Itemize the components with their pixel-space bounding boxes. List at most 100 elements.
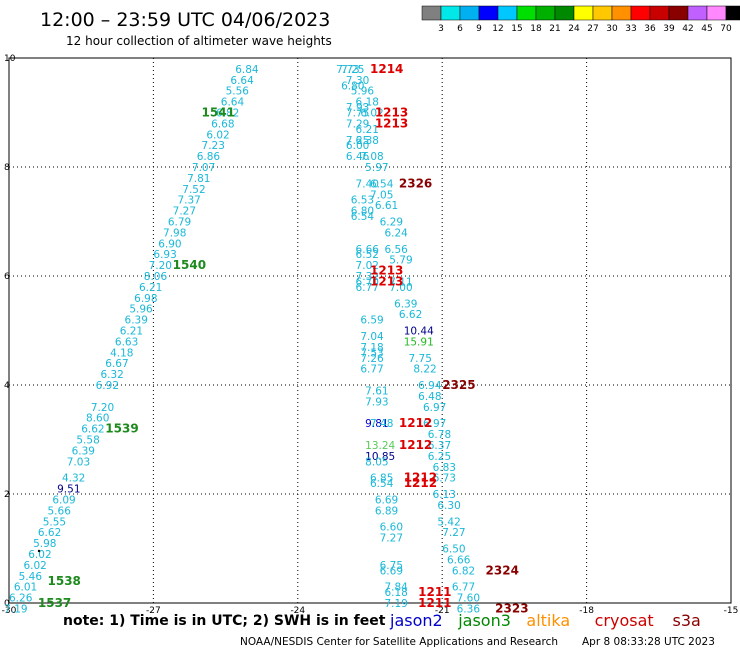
data-marks: 6.846.645.566.646.826.686.027.236.867.07… <box>4 62 528 616</box>
mission-legend: jason2 jason3 altika cryosat s3a <box>389 611 701 630</box>
wave-height-value: 7.93 <box>346 102 369 114</box>
wave-height-value: 6.36 <box>457 603 481 615</box>
wave-height-value: 6.62 <box>38 527 61 539</box>
wave-height-value: 7.08 <box>360 151 383 163</box>
wave-height-value: 6.00 <box>346 140 369 152</box>
wave-height-value: 13.24 <box>365 440 395 452</box>
wave-height-value: 5.97 <box>365 162 388 174</box>
wave-height-value: 5.98 <box>33 538 56 550</box>
wave-height-value: 7.00 <box>389 282 412 294</box>
pass-number-label: 1212 <box>399 416 432 430</box>
wave-height-value: 7.61 <box>365 385 388 397</box>
wave-height-value: 7.75 <box>346 108 369 120</box>
chart-subtitle: 12 hour collection of altimeter wave hei… <box>66 34 332 48</box>
wave-height-value: 6.54 <box>370 178 394 190</box>
wave-height-value: 6.39 <box>72 445 95 457</box>
wave-height-value: 6.77 <box>356 282 379 294</box>
pass-number-label: 1211 <box>418 585 451 599</box>
wave-height-value: 6.21 <box>356 124 379 136</box>
colorbar-swatch <box>725 5 740 21</box>
wave-height-value: 6.61 <box>375 200 398 212</box>
wave-height-value: 6.39 <box>394 298 417 310</box>
legend-mission-jason3: jason3 <box>457 611 511 630</box>
legend-mission-s3a: s3a <box>673 611 701 630</box>
wave-height-value: 6.50 <box>442 544 465 556</box>
wave-height-value: 6.73 <box>433 473 456 485</box>
wave-height-value: 6.54 <box>351 211 375 223</box>
wave-height-value: 6.02 <box>28 549 51 561</box>
colorbar-swatch <box>554 5 575 21</box>
series-cryosat: 7.737.257.306.805.967.936.187.756.027.29… <box>336 62 528 616</box>
axis-ticks: -30 -27 -24 -21 -18 -15 0 2 4 6 8 10 <box>2 54 739 616</box>
wave-height-value: 7.11 <box>389 276 412 288</box>
wave-height-value: 7.23 <box>202 140 225 152</box>
colorbar-tick-label: 24 <box>568 24 580 34</box>
colorbar-tick-label: 21 <box>549 24 560 34</box>
pass-number-label: 2324 <box>486 563 519 577</box>
wave-height-value: 7.27 <box>173 206 196 218</box>
wave-height-value: 6.64 <box>221 97 245 109</box>
wave-height-value: 6.46 <box>346 151 370 163</box>
wave-height-value: 6.75 <box>380 560 403 572</box>
wave-height-value: 7.37 <box>177 195 200 207</box>
wave-height-value: 5.96 <box>351 86 375 98</box>
x-tick-label: -15 <box>724 606 739 616</box>
wave-height-value: 7.27 <box>442 527 465 539</box>
wave-height-value: 6.66 <box>447 554 471 566</box>
x-tick-label: -18 <box>579 606 594 616</box>
wave-height-value: 5.55 <box>43 516 66 528</box>
wave-height-value: 9.51 <box>57 484 80 496</box>
wave-height-value: 6.89 <box>375 505 398 517</box>
x-tick-label: -24 <box>290 606 305 616</box>
wave-height-value: 6.85 <box>370 473 393 485</box>
pass-number-label: 1214 <box>370 62 403 76</box>
wave-height-value: 6.39 <box>125 315 148 327</box>
colorbar-tick-label: 3 <box>438 24 444 34</box>
wave-height-value: 6.53 <box>351 195 374 207</box>
pass-number-label: 1212 <box>399 438 432 452</box>
legend-mission-altika: altika <box>526 611 570 630</box>
wave-height-value: 7.20 <box>149 260 172 272</box>
wave-height-value: 7.53 <box>360 347 383 359</box>
colorbar-tick-label: 70 <box>720 24 732 34</box>
wave-height-value: 6.94 <box>418 380 442 392</box>
colorbar-tick-label: 9 <box>476 24 482 34</box>
wave-height-value: 6.18 <box>384 587 407 599</box>
series-jason3: 6.846.645.566.646.826.686.027.236.867.07… <box>4 64 259 616</box>
wave-height-value: 5.96 <box>129 304 153 316</box>
wave-height-value: 6.80 <box>341 80 364 92</box>
wave-height-value: 7.05 <box>370 189 393 201</box>
x-tick-label: -30 <box>2 606 17 616</box>
wave-height-value: 6.68 <box>211 118 234 130</box>
pass-number-label: 2323 <box>495 601 528 615</box>
colorbar-swatch <box>573 5 594 21</box>
wave-height-value: 7.60 <box>457 593 480 605</box>
wave-height-value: 5.58 <box>76 435 99 447</box>
wave-height-value: 6.02 <box>23 560 46 572</box>
wave-height-value: 7.25 <box>346 135 369 147</box>
wave-height-value: 7.30 <box>346 75 369 87</box>
y-tick-label: 2 <box>4 490 10 500</box>
footer-timestamp: Apr 8 08:33:28 UTC 2023 <box>582 636 715 648</box>
wave-height-value: 6.70 <box>356 276 379 288</box>
wave-height-value: 7.18 <box>360 342 383 354</box>
x-tick-label: -21 <box>435 606 450 616</box>
wave-height-value: 7.20 <box>91 402 114 414</box>
wave-height-value: 6.30 <box>437 500 460 512</box>
wave-height-value: 6.82 <box>216 108 239 120</box>
wave-height-value: 6.97 <box>423 402 446 414</box>
wave-height-value: 6.69 <box>375 494 398 506</box>
wave-height-value: 7.02 <box>356 260 379 272</box>
wave-height-value: 7.32 <box>356 271 379 283</box>
wave-height-value: 6.13 <box>433 489 456 501</box>
y-tick-label: 6 <box>4 272 10 282</box>
colorbar-tick-label: 6 <box>457 24 463 34</box>
wave-height-value: 7.04 <box>360 331 384 343</box>
wave-height-value: 5.42 <box>437 516 460 528</box>
wave-height-value: 5.66 <box>48 505 72 517</box>
wave-height-value: 6.02 <box>206 129 229 141</box>
colorbar-swatch <box>592 5 613 21</box>
pass-number-label: 1211 <box>418 596 451 610</box>
wave-height-value: 6.52 <box>356 249 379 261</box>
pass-number-label: 1212 <box>404 476 437 490</box>
